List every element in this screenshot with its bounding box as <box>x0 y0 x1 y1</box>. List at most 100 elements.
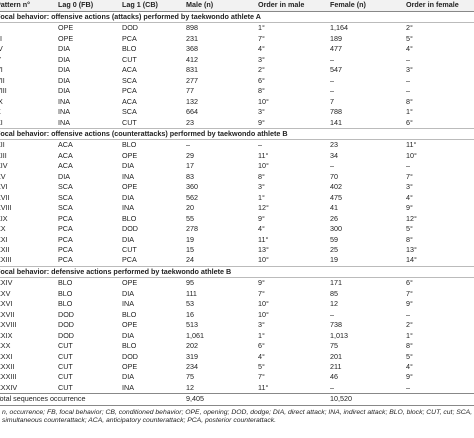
cell: – <box>406 54 410 64</box>
cell: – <box>330 54 334 64</box>
cell: ACA <box>58 161 73 171</box>
cell: INA <box>122 171 134 181</box>
cell: 11° <box>406 140 417 150</box>
header-cell: Male (n) <box>184 0 256 12</box>
data-row: IV DIA BLO 368 4° 477 4° <box>0 44 474 54</box>
cell: OPE <box>58 33 74 43</box>
cell: 5° <box>406 351 413 361</box>
cell: 8° <box>258 171 265 181</box>
spacer <box>256 393 328 406</box>
cell: DIA <box>122 234 134 244</box>
cell: DOD <box>58 320 74 330</box>
data-row: XIV ACA DIA 17 10° – – <box>0 161 474 171</box>
cell: 13° <box>258 244 269 254</box>
cell: 8° <box>406 234 413 244</box>
table-body: Focal behavior: offensive actions (attac… <box>0 10 474 406</box>
cell: DIA <box>122 161 134 171</box>
cell: 13° <box>406 244 417 254</box>
cell: 562 <box>186 192 198 202</box>
cell: XXVII <box>0 309 15 319</box>
cell: 513 <box>186 320 198 330</box>
cell: 10° <box>258 309 269 319</box>
cell: 2° <box>258 65 265 75</box>
cell: CUT <box>58 382 73 392</box>
cell: XIX <box>0 213 8 223</box>
header-cell: Female (n) <box>328 0 404 12</box>
data-row: XI INA CUT 23 9° 141 6° <box>0 118 474 129</box>
cell: XXI <box>0 234 8 244</box>
cell: 3° <box>258 320 265 330</box>
cell: 20 <box>186 203 194 213</box>
cell: 1,164 <box>330 23 348 33</box>
cell: 46 <box>330 372 338 382</box>
cell: 11° <box>258 234 269 244</box>
cell: 15 <box>186 244 194 254</box>
cell: DIA <box>122 288 134 298</box>
cell: 7° <box>258 33 265 43</box>
cell: X <box>0 107 56 117</box>
cell: 10° <box>258 299 269 309</box>
cell: XXVI <box>0 299 13 309</box>
cell: IV <box>0 44 3 54</box>
cell: 95 <box>186 278 194 288</box>
cell: 85 <box>330 288 338 298</box>
cell: XXXI <box>0 351 13 361</box>
cell: DIA <box>58 75 70 85</box>
cell: XV <box>0 171 6 181</box>
data-row: XXX CUT BLO 202 6° 75 8° <box>0 341 474 351</box>
cell: 1° <box>406 107 413 117</box>
cell: INA <box>58 117 70 127</box>
cell: – <box>406 75 410 85</box>
cell: XVII <box>0 192 10 202</box>
cell: III <box>0 33 2 43</box>
cell: IX <box>0 96 3 106</box>
cell: 132 <box>186 96 198 106</box>
cell: XX <box>0 224 6 234</box>
cell: 29 <box>186 150 194 160</box>
cell: XXXII <box>0 361 15 371</box>
cell: 25 <box>330 244 338 254</box>
cell: BLO <box>58 278 73 288</box>
cell: 4° <box>258 351 265 361</box>
cell: 141 <box>330 117 342 127</box>
cell: 477 <box>330 44 342 54</box>
total-row: Total sequences occurrence 9,405 10,520 <box>0 393 474 406</box>
cell: 1° <box>406 330 413 340</box>
header-cell: Lag 1 (CB) <box>120 0 184 12</box>
data-row: XXXIII CUT DIA 75 7° 46 9° <box>0 372 474 382</box>
spacer <box>404 393 474 406</box>
cell: 12° <box>258 203 269 213</box>
cell: SCA <box>58 182 73 192</box>
cell: CUT <box>122 54 137 64</box>
data-row: VIII DIA PCA 77 8° – – <box>0 86 474 96</box>
header-cell: Pattern n° <box>0 0 56 12</box>
cell: 547 <box>330 65 342 75</box>
cell: XIV <box>0 161 8 171</box>
cell: PCA <box>58 255 73 265</box>
cell: 26 <box>330 213 338 223</box>
cell: XXVIII <box>0 320 17 330</box>
cell: SCA <box>122 107 137 117</box>
cell: INA <box>122 299 134 309</box>
cell: BLO <box>122 309 137 319</box>
cell: 368 <box>186 44 198 54</box>
cell: 75 <box>186 372 194 382</box>
cell: 5° <box>406 33 413 43</box>
cell: 3° <box>406 65 413 75</box>
cell: INA <box>122 203 134 213</box>
cell: 24 <box>186 255 194 265</box>
cell: – <box>406 161 410 171</box>
cell: DIA <box>58 86 70 96</box>
section-title: Focal behavior: defensive actions perfor… <box>0 265 474 279</box>
data-row: XXVII DOD BLO 16 10° – – <box>0 310 474 320</box>
cell: XXIV <box>0 278 13 288</box>
footnote: n, occurrence; FB, focal behavior; CB, c… <box>2 408 473 425</box>
cell: 5° <box>258 361 265 371</box>
cell: XXXIII <box>0 372 17 382</box>
cell: 6° <box>258 341 265 351</box>
cell: VII <box>0 75 5 85</box>
cell: 11° <box>258 382 269 392</box>
cell: 12 <box>330 299 338 309</box>
cell: 4° <box>406 44 413 54</box>
